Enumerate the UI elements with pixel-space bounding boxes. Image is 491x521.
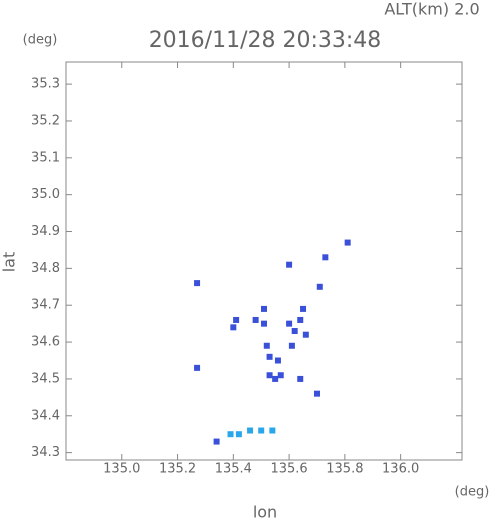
point bbox=[194, 364, 201, 371]
point bbox=[258, 427, 265, 434]
point bbox=[316, 283, 323, 290]
x-axis-label: lon bbox=[253, 503, 277, 521]
y-tick-label: 35.1 bbox=[31, 150, 60, 165]
point bbox=[227, 431, 234, 438]
point bbox=[263, 342, 270, 349]
point bbox=[247, 427, 254, 434]
x-tick-label: 135.4 bbox=[215, 462, 252, 477]
point bbox=[286, 261, 293, 268]
x-tick-label: 136.0 bbox=[382, 462, 419, 477]
point bbox=[252, 316, 259, 323]
point bbox=[194, 280, 201, 287]
point bbox=[297, 375, 304, 382]
y-tick-label: 34.3 bbox=[31, 445, 60, 460]
x-unit: (deg) bbox=[455, 485, 490, 500]
point bbox=[286, 320, 293, 327]
y-axis-label: lat bbox=[0, 252, 19, 273]
point bbox=[261, 320, 267, 327]
point bbox=[272, 375, 279, 382]
point bbox=[233, 316, 240, 323]
point bbox=[266, 353, 273, 360]
x-tick-label: 135.8 bbox=[326, 462, 363, 477]
y-tick-label: 35.2 bbox=[31, 113, 60, 128]
y-tick-label: 34.5 bbox=[31, 371, 60, 386]
point bbox=[261, 305, 267, 312]
y-tick-label: 34.8 bbox=[31, 261, 60, 276]
point bbox=[302, 331, 309, 338]
point bbox=[297, 316, 304, 323]
x-tick-label: 135.2 bbox=[159, 462, 196, 477]
y-tick-label: 34.4 bbox=[31, 408, 60, 423]
y-tick-label: 34.9 bbox=[31, 224, 60, 239]
x-tick-label: 135.6 bbox=[270, 462, 307, 477]
point bbox=[291, 328, 298, 335]
point bbox=[300, 305, 307, 312]
point bbox=[277, 372, 284, 379]
point bbox=[313, 390, 320, 397]
chart-title: 2016/11/28 20:33:48 bbox=[149, 28, 382, 53]
point bbox=[213, 438, 220, 445]
point bbox=[230, 324, 237, 331]
point bbox=[322, 254, 329, 261]
y-tick-label: 35.0 bbox=[31, 187, 60, 202]
point bbox=[266, 372, 273, 379]
y-tick-label: 34.6 bbox=[31, 335, 60, 350]
point bbox=[269, 427, 276, 434]
point bbox=[288, 342, 295, 349]
point bbox=[344, 239, 351, 246]
x-tick-label: 135.0 bbox=[103, 462, 140, 477]
point bbox=[235, 431, 242, 438]
y-unit: (deg) bbox=[23, 33, 58, 48]
y-tick-label: 34.7 bbox=[31, 298, 60, 313]
subtitle: ALT(km) 2.0 bbox=[384, 0, 479, 19]
point bbox=[274, 357, 281, 364]
plot-frame bbox=[65, 61, 463, 461]
y-tick-label: 35.3 bbox=[31, 77, 60, 92]
